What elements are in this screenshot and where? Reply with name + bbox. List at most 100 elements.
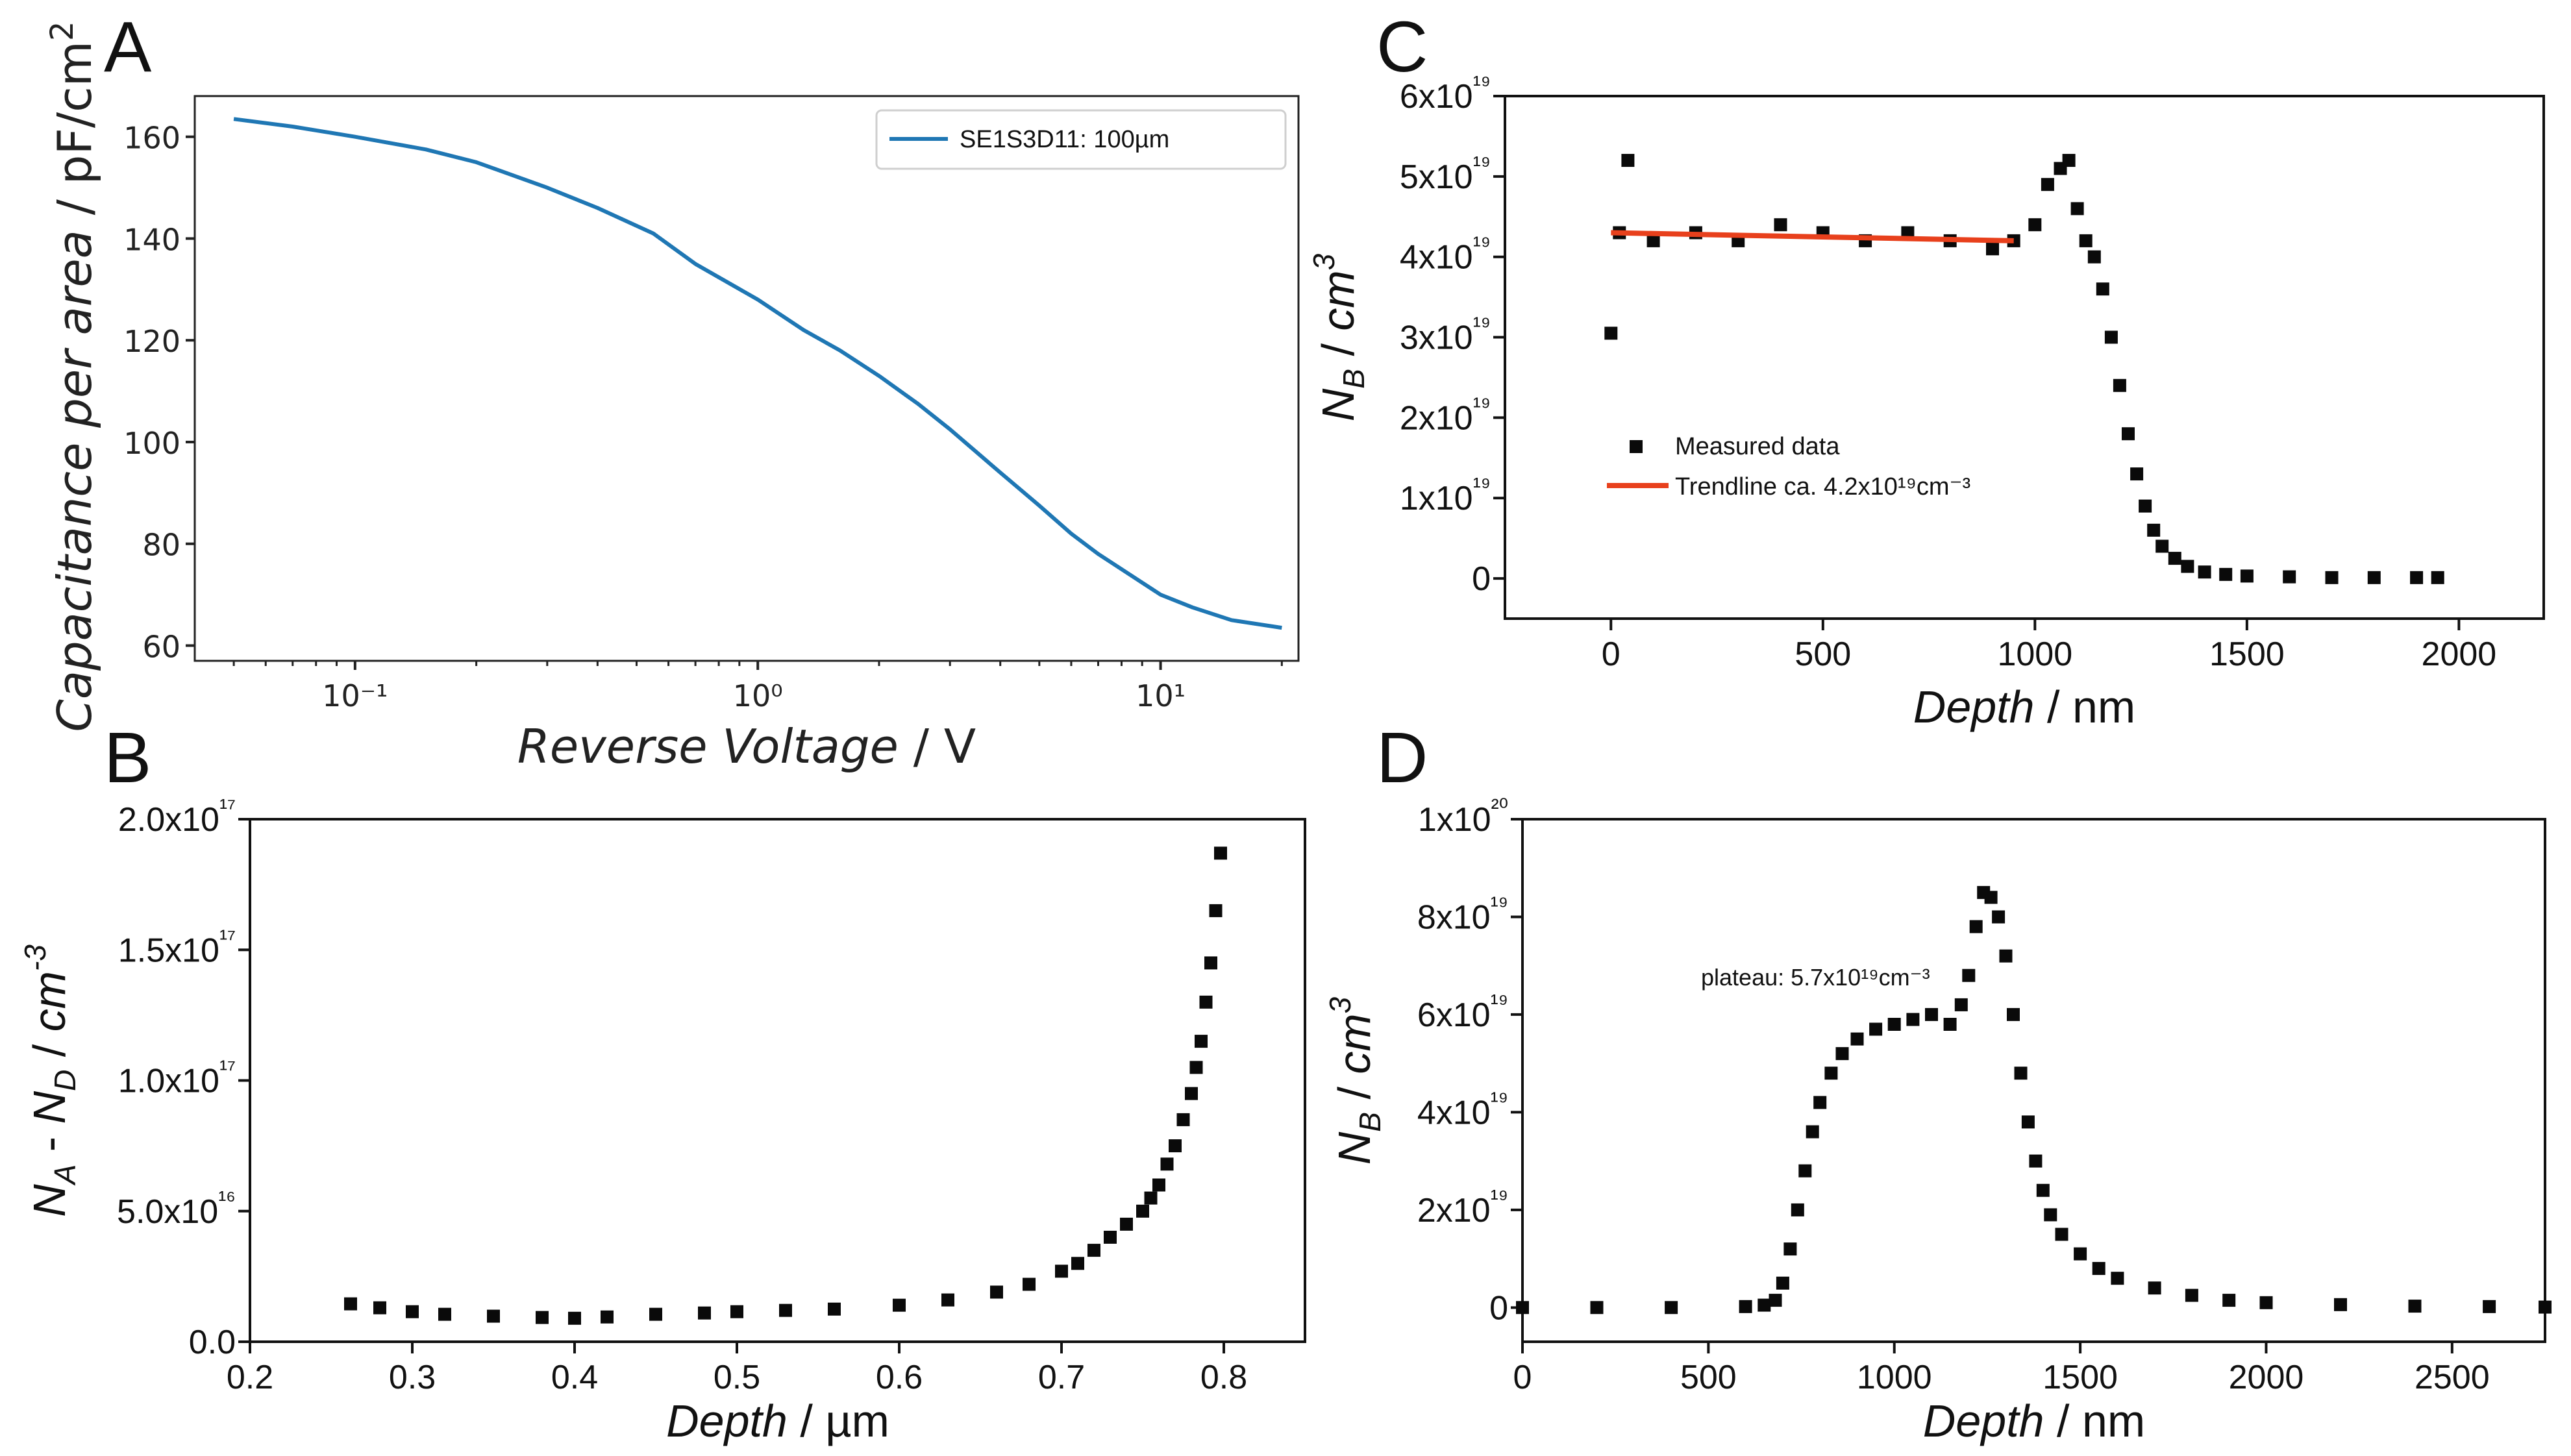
data-point-B-16 — [1023, 1277, 1036, 1291]
y-tick-label-D-3: 6x10¹⁹ — [1417, 989, 1508, 1034]
data-point-D-9 — [1798, 1164, 1812, 1178]
data-point-C-19 — [2087, 250, 2101, 264]
x-tick-label-D-3: 1500 — [2043, 1359, 2118, 1396]
data-point-D-15 — [1869, 1022, 1883, 1036]
panel-a: A 10⁻¹ 10⁰ 10¹ 60 80 100 120 140 160 SE1S3D11: 1… — [44, 7, 1300, 774]
data-point-D-30 — [2029, 1154, 2043, 1168]
y-tick-label-A-3: 120 — [123, 324, 180, 359]
data-point-C-33 — [2283, 570, 2296, 584]
panel-b-letter: B — [104, 718, 151, 798]
panel-a-legend: SE1S3D11: 100µm — [875, 109, 1287, 170]
data-point-D-41 — [2334, 1298, 2347, 1311]
data-point-C-37 — [2431, 571, 2444, 584]
y-tick-label-C-6: 6x10¹⁹ — [1400, 71, 1491, 116]
y-tick-label-D-4-base: 8x10 — [1417, 898, 1491, 936]
data-point-D-39 — [2222, 1294, 2236, 1307]
y-tick-label-B-3-base: 1.5x10 — [118, 932, 219, 969]
data-point-C-32 — [2240, 569, 2254, 583]
panel-d-letter: D — [1376, 718, 1428, 798]
y-tick-label-C-1: 1x10¹⁹ — [1400, 473, 1491, 517]
data-point-C-35 — [2367, 571, 2381, 584]
xlabel-a-unit: / V — [899, 719, 976, 774]
data-point-B-23 — [1144, 1191, 1158, 1205]
y-tick-label-D-2-base: 4x10 — [1417, 1094, 1491, 1131]
data-point-D-37 — [2148, 1281, 2161, 1295]
legend-marker-square — [1630, 440, 1643, 453]
xlabel-d-italic: Depth — [1923, 1396, 2044, 1446]
y-tick-label-D-1-base: 2x10 — [1417, 1192, 1491, 1229]
data-point-B-5 — [536, 1311, 549, 1324]
yc-sup: 3 — [1307, 253, 1341, 270]
data-point-C-13 — [2028, 218, 2042, 232]
y-tick-label-C-4: 4x10¹⁹ — [1400, 232, 1491, 277]
data-point-D-1 — [1590, 1301, 1604, 1314]
yd-sup: 3 — [1323, 996, 1357, 1013]
yb-minus: - — [24, 1124, 75, 1164]
panel-d-marks — [1516, 885, 2552, 1314]
panel-a-frame — [193, 95, 1300, 662]
data-point-C-6 — [1774, 218, 1787, 232]
data-point-B-6 — [568, 1311, 581, 1325]
data-point-D-2 — [1665, 1301, 1678, 1314]
data-point-C-17 — [2070, 202, 2084, 216]
x-tick-label-C-4: 2000 — [2422, 635, 2497, 673]
legend-measured: Measured data — [1675, 433, 1840, 460]
x-tick-label-D-1: 500 — [1680, 1359, 1737, 1396]
data-point-D-0 — [1516, 1301, 1529, 1314]
data-point-D-16 — [1887, 1018, 1901, 1031]
data-point-C-27 — [2155, 539, 2169, 553]
data-point-D-35 — [2092, 1262, 2105, 1276]
y-tick-label-C-6-base: 6x10 — [1400, 78, 1473, 116]
y-tick-label-C-4-base: 4x10 — [1400, 239, 1473, 277]
x-tick-label-D-2: 1000 — [1857, 1359, 1932, 1396]
y-tick-label-B-3: 1.5x10¹⁷ — [118, 924, 236, 969]
data-point-B-20 — [1104, 1231, 1117, 1244]
data-point-D-17 — [1906, 1013, 1920, 1026]
data-point-C-26 — [2147, 523, 2161, 537]
data-point-C-20 — [2096, 282, 2109, 296]
data-point-C-16 — [2062, 154, 2076, 167]
data-point-D-26 — [1999, 949, 2013, 963]
y-tick-label-B-2-base: 1.0x10 — [118, 1063, 219, 1100]
data-point-C-22 — [2113, 378, 2126, 392]
panel-d: D 0 500 1000 1500 2000 250002x10¹⁹4x10¹⁹6x10¹… — [1323, 718, 2552, 1446]
panel-c-ticks: 0 500 1000 1500 200001x10¹⁹2x10¹⁹3x10¹⁹4x10¹… — [1400, 71, 2496, 673]
data-point-B-8 — [649, 1307, 662, 1321]
yb-na-sub: A — [48, 1165, 82, 1187]
y-tick-label-B-2-exp: ¹⁷ — [219, 1055, 236, 1082]
ylabel-a-italic: Capacitance per area — [47, 230, 102, 732]
data-point-C-24 — [2130, 467, 2144, 481]
data-point-D-38 — [2185, 1289, 2198, 1302]
data-point-C-36 — [2410, 571, 2424, 584]
x-tick-label-C-0: 0 — [1602, 635, 1621, 673]
x-tick-label-B-6: 0.8 — [1200, 1359, 1247, 1396]
y-tick-label-D-5-exp: ²⁰ — [1491, 794, 1508, 821]
y-tick-label-C-6-exp: ¹⁹ — [1473, 71, 1491, 97]
data-point-D-22 — [1969, 920, 1983, 933]
panel-a-xlabel: Reverse Voltage / V — [517, 719, 976, 774]
data-point-C-0 — [1604, 327, 1618, 340]
data-point-D-19 — [1943, 1018, 1957, 1031]
ylabel-a-sup: 2 — [44, 21, 81, 42]
data-point-B-15 — [990, 1285, 1003, 1299]
data-point-D-25 — [1992, 910, 2006, 924]
data-point-B-33 — [1209, 904, 1223, 917]
panel-a-ylabel: Capacitance per area / pF/cm2 — [44, 21, 102, 732]
data-point-C-9 — [1901, 226, 1915, 240]
data-point-B-28 — [1185, 1087, 1198, 1100]
xlabel-b-italic: Depth — [666, 1396, 788, 1446]
y-tick-label-A-2: 100 — [123, 426, 180, 461]
data-point-D-29 — [2021, 1115, 2035, 1129]
y-tick-label-D-3-exp: ¹⁹ — [1491, 989, 1508, 1016]
data-point-B-34 — [1214, 846, 1227, 860]
x-tick-label-B-5: 0.7 — [1038, 1359, 1085, 1396]
y-tick-label-B-3-exp: ¹⁷ — [219, 924, 236, 951]
panel-c-legend: Measured data Trendline ca. 4.2x10¹⁹cm⁻³ — [1607, 433, 1970, 500]
panel-d-ylabel: NB / cm3 — [1323, 996, 1387, 1165]
panel-d-xlabel: Depth / nm — [1923, 1396, 2145, 1446]
panel-c-letter: C — [1376, 7, 1428, 87]
panel-c-ylabel: NB / cm3 — [1307, 253, 1371, 421]
y-tick-label-D-2-exp: ¹⁹ — [1491, 1087, 1508, 1113]
x-tick-label-C-2: 1000 — [1997, 635, 2072, 673]
series-line-C-1 — [1611, 230, 2014, 243]
